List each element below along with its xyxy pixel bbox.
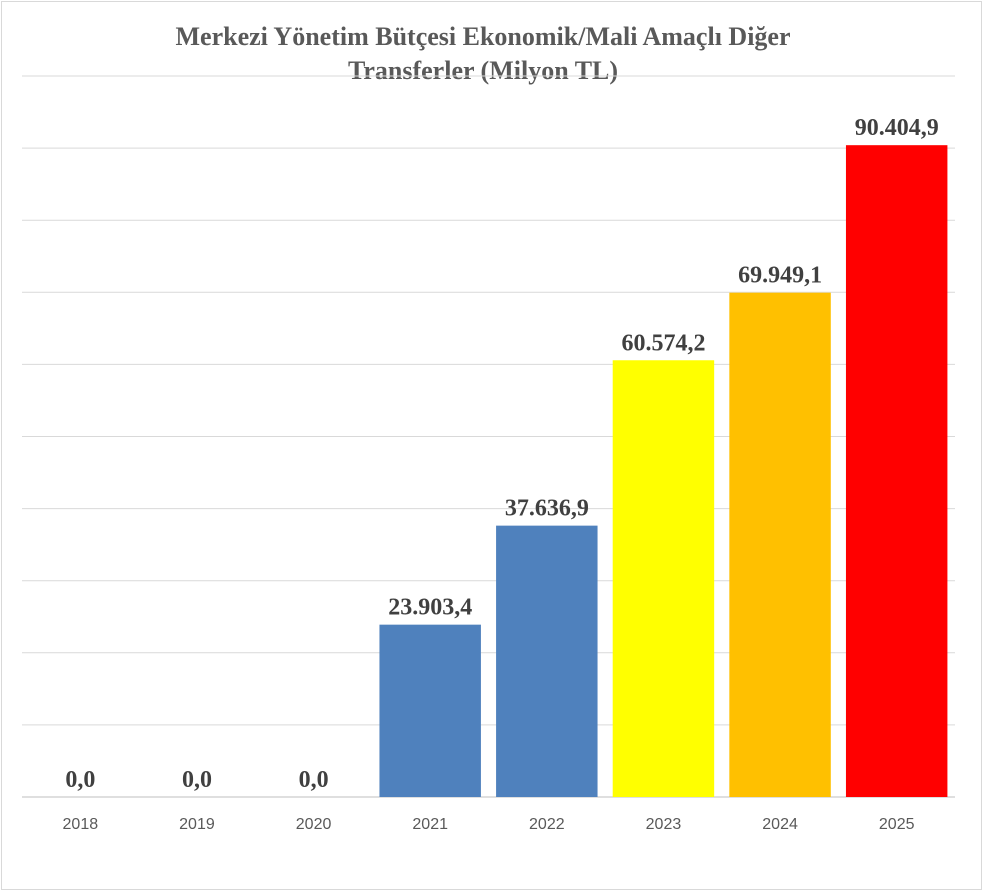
x-tick-label-2021: 2021 <box>412 816 448 833</box>
chart-title-line-1: Merkezi Yönetim Bütçesi Ekonomik/Mali Am… <box>175 22 791 51</box>
bars <box>379 145 948 797</box>
chart-title: Merkezi Yönetim Bütçesi Ekonomik/Mali Am… <box>2 20 964 88</box>
data-label-2021: 23.903,4 <box>388 595 472 621</box>
x-axis-ticks: 2018 2019 2020 2021 2022 2023 2024 2025 <box>63 816 915 833</box>
data-label-2020: 0,0 <box>299 767 329 793</box>
x-tick-label-2023: 2023 <box>646 816 682 833</box>
x-tick-label-2019: 2019 <box>179 816 215 833</box>
x-tick-label-2024: 2024 <box>762 816 798 833</box>
data-label-2023: 60.574,2 <box>621 330 705 356</box>
chart-title-line-2: Transferler (Milyon TL) <box>347 56 619 85</box>
x-tick-label-2022: 2022 <box>529 816 565 833</box>
data-label-2022: 37.636,9 <box>505 496 589 522</box>
data-labels: 0,0 0,0 0,0 23.903,4 37.636,9 60.574,2 69.949,… <box>65 115 938 793</box>
bar-2025 <box>845 145 948 797</box>
x-tick-label-2018: 2018 <box>63 816 99 833</box>
data-label-2024: 69.949,1 <box>738 263 822 289</box>
x-tick-label-2025: 2025 <box>879 816 915 833</box>
bar-2023 <box>612 360 715 797</box>
data-label-2018: 0,0 <box>65 767 95 793</box>
data-label-2019: 0,0 <box>182 767 212 793</box>
data-label-2025: 90.404,9 <box>855 115 939 141</box>
bar-2024 <box>729 292 831 797</box>
bar-2022 <box>496 525 598 797</box>
bar-2021 <box>379 624 481 797</box>
x-tick-label-2020: 2020 <box>296 816 332 833</box>
